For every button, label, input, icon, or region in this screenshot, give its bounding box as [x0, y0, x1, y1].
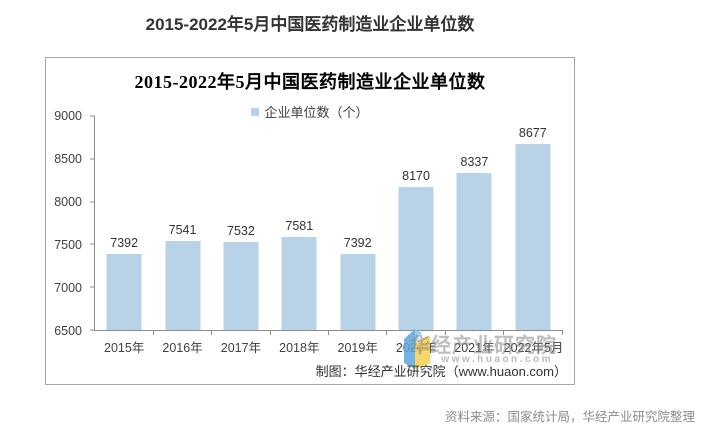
- x-axis-label: 2019年: [337, 341, 378, 355]
- bar: [106, 253, 142, 330]
- y-axis-label: 6500: [54, 324, 82, 338]
- bar-slot: 8170 2020年: [387, 116, 447, 355]
- x-axis-label: 2018年: [279, 341, 320, 355]
- chart-title: 2015-2022年5月中国医药制造业企业单位数: [134, 72, 486, 92]
- y-axis-label: 7500: [54, 238, 82, 252]
- bar-slot: 7532 2017年: [212, 116, 272, 355]
- bar-slot: 7392 2019年: [329, 116, 388, 355]
- bar-value-label: 8170: [402, 169, 430, 184]
- bar-value-label: 7541: [168, 222, 197, 237]
- x-axis-label: 2022年5月: [503, 341, 564, 355]
- y-axis-label: 7000: [54, 281, 82, 295]
- bar-slot: 7392 2015年: [95, 116, 155, 355]
- bar: [456, 172, 492, 330]
- page-title: 2015-2022年5月中国医药制造业企业单位数: [145, 15, 475, 34]
- bar: [398, 187, 434, 330]
- y-axis-label: 8500: [54, 152, 82, 166]
- legend-swatch-icon: [251, 107, 260, 116]
- bar-value-label: 8677: [518, 125, 547, 140]
- y-axis-tick: [90, 201, 95, 203]
- y-axis-tick: [90, 115, 95, 117]
- bar-slot: 8337 2021年: [445, 116, 505, 355]
- x-axis-label: 2016年: [162, 341, 203, 355]
- legend: 企业单位数（个）: [46, 102, 574, 121]
- bar-slot: 7541 2016年: [153, 116, 213, 355]
- x-axis-label: 2017年: [220, 341, 262, 355]
- y-axis-labels: 6500 7000 7500 8000 8500 9000: [46, 109, 90, 338]
- plot-area: 7392 2015年 7541 2016年 7532 2017年 7581 2018年 7392…: [90, 115, 564, 355]
- bar-slot: 8677 2022年5月: [504, 116, 564, 355]
- bar-value-label: 7392: [343, 235, 372, 250]
- bar: [281, 237, 317, 330]
- y-axis-tick: [90, 158, 95, 160]
- bar: [515, 143, 551, 330]
- y-axis-tick: [90, 329, 95, 331]
- y-axis-label: 9000: [54, 109, 82, 123]
- x-axis-label: 2020年: [395, 341, 437, 355]
- bar: [340, 253, 376, 330]
- x-axis-label: 2021年: [454, 341, 495, 355]
- bar-value-label: 7581: [285, 219, 314, 234]
- bar: [223, 241, 259, 330]
- y-axis-label: 8000: [54, 195, 82, 209]
- bar-value-label: 8337: [460, 154, 489, 169]
- legend-label: 企业单位数（个）: [264, 105, 369, 120]
- chart-footer: 制图：华经产业研究院（www.huaon.com）: [315, 364, 567, 379]
- bar-slot: 7581 2018年: [270, 116, 330, 355]
- bar-value-label: 7532: [227, 223, 255, 238]
- y-axis-tick: [90, 286, 95, 288]
- y-axis-tick: [90, 243, 95, 245]
- bar-value-label: 7392: [110, 235, 139, 250]
- x-axis-label: 2015年: [104, 341, 145, 355]
- bar: [165, 240, 201, 330]
- chart-box: 2015-2022年5月中国医药制造业企业单位数 企业单位数（个） 6500 70…: [45, 57, 575, 385]
- bar-series: 7392 2015年 7541 2016年 7532 2017年 7581 2018年 7392…: [95, 116, 564, 355]
- source-note: 资料来源：国家统计局，华经产业研究院整理: [444, 410, 695, 424]
